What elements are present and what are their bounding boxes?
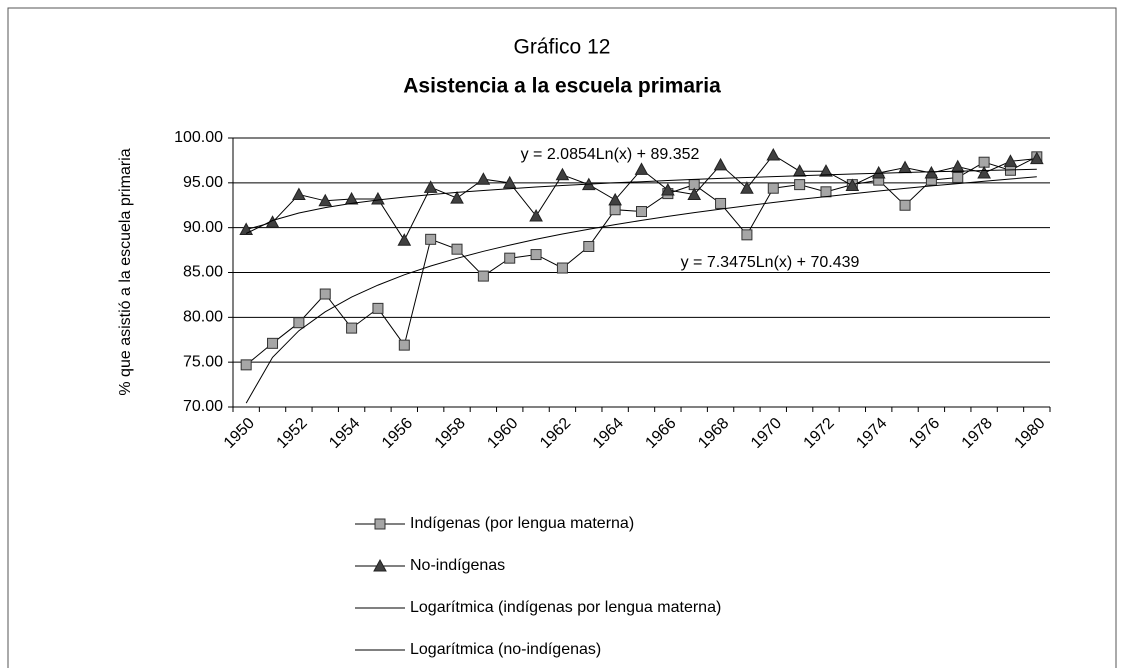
marker [845,178,860,192]
y-tick-label: 95.00 [183,174,223,191]
marker [293,317,305,329]
marker [794,179,806,191]
marker [318,193,333,207]
marker [636,206,647,218]
marker [319,288,331,300]
marker [740,181,754,194]
marker [687,187,702,200]
y-tick-label: 75.00 [183,353,223,370]
marker [952,171,964,183]
marker [451,243,463,255]
legend-label: Logarítmica (no-indígenas) [410,641,601,658]
marker [502,175,517,189]
marker [767,182,779,194]
marker [450,191,464,204]
marker [529,208,543,222]
marker [899,199,911,211]
marker [372,302,384,314]
marker [766,147,781,161]
y-tick-label: 100.00 [174,129,223,146]
marker [292,187,306,200]
marker [555,167,570,181]
y-tick-label: 85.00 [183,264,223,281]
marker [476,172,491,185]
marker [820,186,832,198]
trend-line [245,168,1037,234]
chart-subtitle: Asistencia a la escuela primaria [403,75,721,98]
marker [608,192,622,206]
marker [371,191,385,205]
annotation: y = 7.3475Ln(x) + 70.439 [681,254,860,271]
marker [373,558,387,572]
legend-label: No-indígenas [410,557,505,574]
marker [398,339,410,351]
marker [374,518,386,530]
marker [978,156,990,168]
marker [819,164,833,177]
marker [715,197,727,209]
chart-title: Gráfico 12 [514,36,611,59]
marker [924,165,939,179]
marker [713,157,728,171]
marker [397,233,412,246]
marker [583,240,595,252]
trend-line [245,176,1037,404]
marker [504,252,516,264]
marker [530,249,542,261]
marker [661,182,675,196]
marker [477,270,489,282]
marker [1029,151,1044,165]
marker [556,262,568,274]
marker [344,191,359,205]
marker [634,162,649,175]
frame [7,7,1117,668]
marker [425,233,437,245]
marker [423,180,438,193]
legend-label: Indígenas (por lengua materna) [410,515,634,532]
marker [977,165,991,179]
y-tick-label: 90.00 [183,219,223,236]
marker [240,359,252,371]
marker [609,204,621,216]
marker [1003,154,1018,167]
annotation: y = 2.0854Ln(x) + 89.352 [521,146,700,163]
marker [346,322,358,334]
marker [741,229,753,241]
marker [871,165,886,179]
y-tick-label: 80.00 [183,309,223,326]
marker [267,337,279,349]
y-tick-label: 70.00 [183,398,223,415]
y-axis-label: % que asistió a la escuela primaria [117,148,134,395]
legend-label: Logarítmica (indígenas por lengua matern… [410,599,721,616]
